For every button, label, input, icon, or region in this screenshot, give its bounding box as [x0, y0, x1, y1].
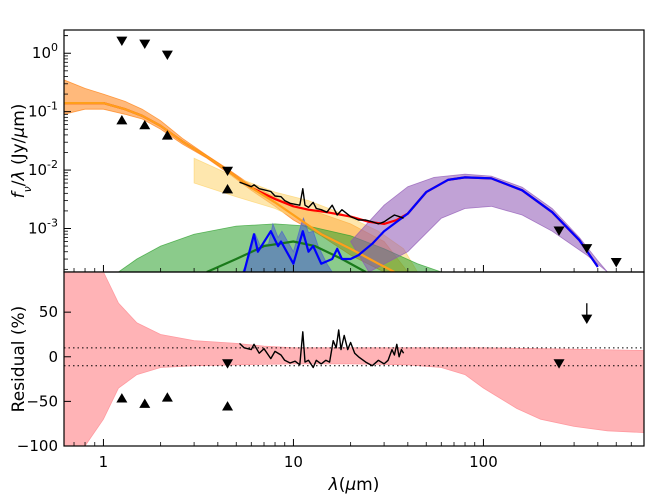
top-y-tick-label: 10-1	[28, 100, 58, 121]
top-y-tick-label: 100	[32, 41, 58, 62]
x-tick-label: 100	[469, 453, 498, 471]
bottom-y-tick-label: −100	[17, 437, 58, 455]
residual-marker-lower-limit-1	[139, 398, 151, 408]
x-tick-label: 1	[99, 453, 109, 471]
top-marker-upper-limit-6	[222, 166, 234, 177]
top-marker-lower-limit-4	[139, 119, 151, 130]
residual-markers	[116, 303, 593, 411]
top-marker-lower-limit-3	[116, 114, 128, 125]
top-marker-upper-limit-9	[581, 244, 593, 254]
top-model-bands	[64, 79, 608, 272]
line-irs-residual	[239, 329, 405, 369]
top-panel: 100 10-1 10-2 10-3 fν/λ (Jy/μm)	[9, 29, 645, 273]
bottom-y-tick-label: 0	[48, 348, 58, 366]
residual-band	[64, 272, 644, 446]
top-y-tick-label: 10-3	[28, 216, 58, 237]
top-marker-upper-limit-2	[161, 50, 173, 61]
bottom-panel: 50 0 −50 −100 Residual (%)	[9, 271, 645, 455]
bottom-y-tick-label: 50	[39, 303, 58, 321]
top-marker-upper-limit-0	[116, 36, 128, 46]
residual-marker-upper-limit-5	[553, 359, 565, 369]
top-marker-upper-limit-1	[139, 39, 151, 50]
residual-marker-lower-limit-0	[116, 393, 128, 403]
residual-marker-upper-limit-4	[222, 359, 234, 369]
top-marker-lower-limit-5	[161, 130, 173, 140]
line-irs-spectrum	[239, 181, 404, 225]
bottom-panel-frame	[63, 271, 645, 447]
residual-marker-lower-limit-2	[161, 392, 173, 402]
bottom-y-tick-label: −50	[26, 392, 58, 410]
residual-marker-lower-limit-3	[222, 401, 234, 411]
top-marker-upper-limit-10	[610, 257, 622, 268]
x-tick-label: 10	[284, 453, 303, 471]
bottom-y-axis-title: Residual (%)	[9, 306, 29, 413]
band-cold-dust	[350, 173, 608, 272]
top-y-axis-title: fν/λ (Jy/μm)	[9, 104, 34, 199]
top-marker-lower-limit-7	[222, 184, 234, 194]
band-model-uncertainty	[64, 272, 644, 446]
top-y-ticks: 100 10-1 10-2 10-3	[28, 35, 71, 270]
residual-lines	[239, 329, 405, 369]
x-axis-title: λ(μm)	[328, 475, 380, 495]
line-pah-model	[243, 176, 599, 272]
top-y-tick-label: 10-2	[28, 158, 58, 179]
bottom-y-ticks: 50 0 −50 −100	[17, 303, 71, 455]
top-photometry-markers	[116, 36, 622, 268]
top-marker-upper-limit-8	[553, 226, 565, 236]
x-ticks: 1 10 100	[73, 265, 645, 471]
